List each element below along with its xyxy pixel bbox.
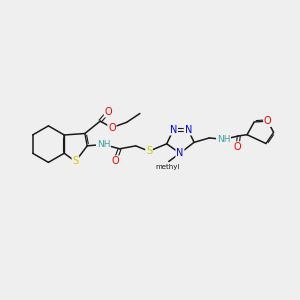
Text: N: N — [176, 148, 184, 158]
Text: N: N — [170, 125, 177, 135]
Text: O: O — [111, 156, 119, 166]
Text: O: O — [264, 116, 272, 126]
Text: O: O — [105, 107, 112, 117]
Text: methyl: methyl — [155, 164, 179, 170]
Text: NH: NH — [217, 135, 230, 144]
Text: S: S — [72, 157, 79, 166]
Text: S: S — [146, 146, 152, 156]
Text: N: N — [184, 125, 192, 135]
Text: NH: NH — [97, 140, 110, 149]
Text: O: O — [108, 123, 116, 133]
Text: O: O — [233, 142, 241, 152]
